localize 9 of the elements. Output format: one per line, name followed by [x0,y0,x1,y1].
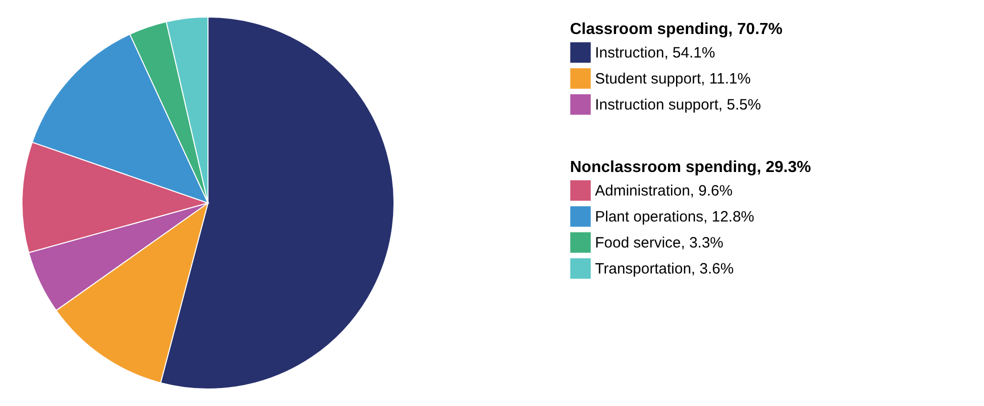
legend-label: Instruction support, 5.5% [595,96,761,114]
legend-label: Transportation, 3.6% [595,260,734,278]
legend-label: Administration, 9.6% [595,182,733,200]
legend-label: Student support, 11.1% [595,70,751,88]
text: Classroom spending, 70.7% [570,21,783,38]
legend-label: Food service, 3.3% [595,234,724,252]
legend-label: Instruction, 54.1% [595,44,716,62]
text: Nonclassroom spending, 29.3% [570,159,811,176]
legend-label: Plant operations, 12.8% [595,208,754,226]
